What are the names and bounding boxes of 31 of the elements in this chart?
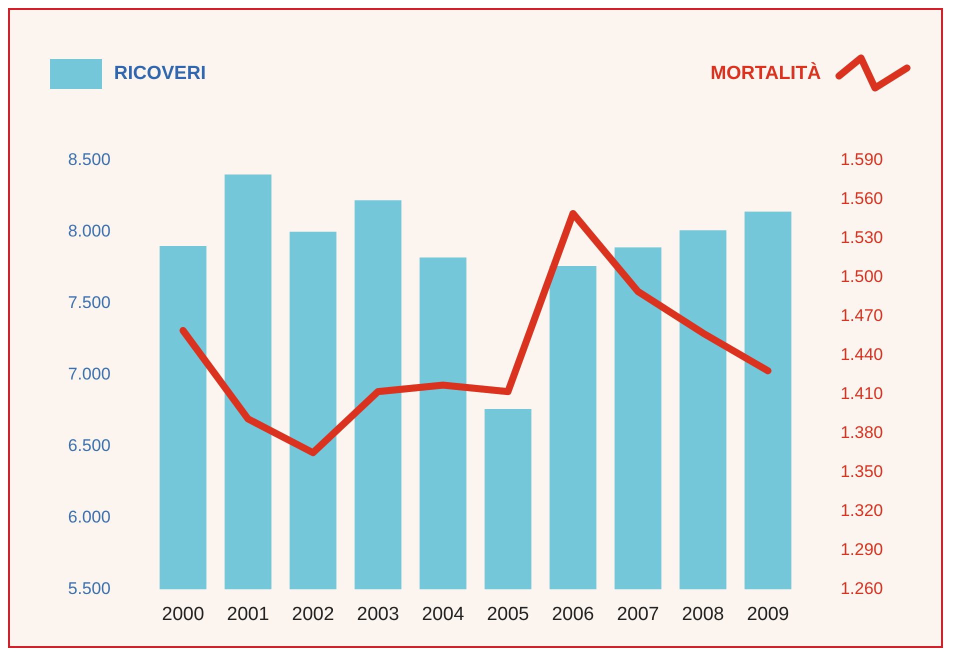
y2-tick-label: 1.440 bbox=[840, 344, 884, 364]
y2-tick-label: 1.380 bbox=[840, 422, 884, 442]
y2-tick-label: 1.590 bbox=[840, 150, 884, 169]
y-tick-label: 6.000 bbox=[68, 507, 111, 526]
x-tick-label: 2008 bbox=[682, 604, 724, 625]
x-tick-label: 2007 bbox=[616, 604, 660, 625]
y-tick-label: 5.500 bbox=[68, 578, 111, 598]
y-tick-label: 6.500 bbox=[68, 436, 111, 455]
x-tick-label: 2001 bbox=[226, 604, 270, 625]
y2-tick-label: 1.500 bbox=[840, 266, 884, 286]
y-tick-label: 8.500 bbox=[68, 150, 111, 169]
y2-tick-label: 1.470 bbox=[840, 306, 884, 325]
y2-tick-label: 1.410 bbox=[840, 384, 884, 403]
x-tick-label: 2003 bbox=[356, 604, 400, 625]
y2-tick-label: 1.320 bbox=[840, 500, 884, 520]
y-tick-label: 8.000 bbox=[68, 221, 111, 240]
y2-tick-label: 1.260 bbox=[840, 578, 884, 598]
legend-label: RICOVERI bbox=[114, 63, 206, 85]
y2-tick-label: 1.560 bbox=[840, 188, 884, 208]
x-tick-label: 2002 bbox=[292, 604, 334, 625]
y2-tick-label: 1.290 bbox=[840, 540, 884, 559]
x-tick-label: 2004 bbox=[422, 604, 465, 625]
y-tick-label: 7.500 bbox=[68, 292, 111, 312]
y2-tick-label: 1.530 bbox=[840, 228, 884, 247]
text: MORTALITÀ bbox=[710, 63, 821, 85]
y-tick-label: 7.000 bbox=[68, 364, 111, 384]
x-tick-label: 2000 bbox=[162, 604, 204, 625]
y2-tick-label: 1.350 bbox=[840, 462, 884, 481]
x-tick-label: 2006 bbox=[552, 604, 594, 625]
x-tick-label: 2005 bbox=[486, 604, 530, 625]
x-tick-label: 2009 bbox=[746, 604, 790, 625]
